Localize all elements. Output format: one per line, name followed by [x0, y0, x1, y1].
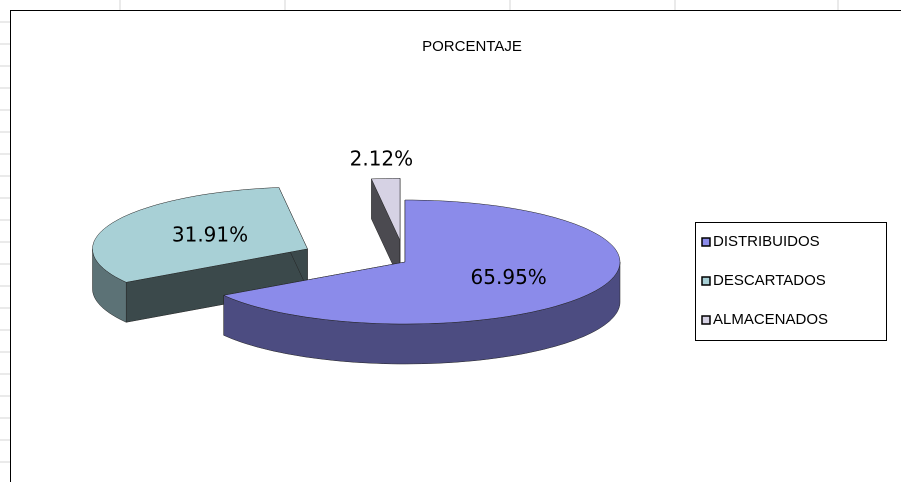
data-label: 2.12%: [350, 146, 414, 170]
slice: [222, 199, 621, 325]
data-label: 31.91%: [172, 222, 248, 246]
pie: 65.95% 31.91% 2.12%: [92, 146, 621, 365]
chart-border: [10, 10, 901, 482]
slice: [92, 187, 308, 283]
legend: DISTRIBUIDOS DESCARTADOS ALMACENADOS: [701, 233, 828, 328]
legend-label: ALMACENADOS: [713, 311, 828, 328]
slice: [371, 178, 401, 241]
chart-title: PORCENTAJE: [422, 38, 522, 55]
legend-label: DESCARTADOS: [713, 272, 826, 289]
legend-marker: [701, 276, 711, 286]
data-label: 65.95%: [471, 265, 547, 289]
legend-marker: [701, 315, 711, 325]
sheet-grid: [0, 0, 839, 463]
legend-label: DISTRIBUIDOS: [713, 233, 820, 250]
legend-box: [695, 222, 887, 341]
legend-marker: [701, 237, 711, 247]
